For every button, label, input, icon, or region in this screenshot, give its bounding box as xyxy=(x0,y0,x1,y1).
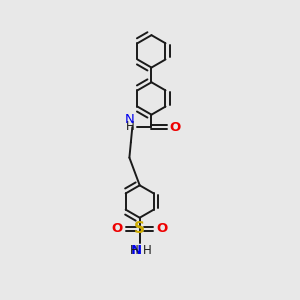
Text: O: O xyxy=(170,121,181,134)
Text: N: N xyxy=(125,113,135,126)
Text: H: H xyxy=(126,120,135,133)
Text: O: O xyxy=(157,222,168,236)
Text: S: S xyxy=(134,221,145,236)
Text: N: N xyxy=(131,244,142,257)
Text: H: H xyxy=(130,244,138,256)
Text: O: O xyxy=(112,222,123,236)
Text: H: H xyxy=(143,244,152,256)
